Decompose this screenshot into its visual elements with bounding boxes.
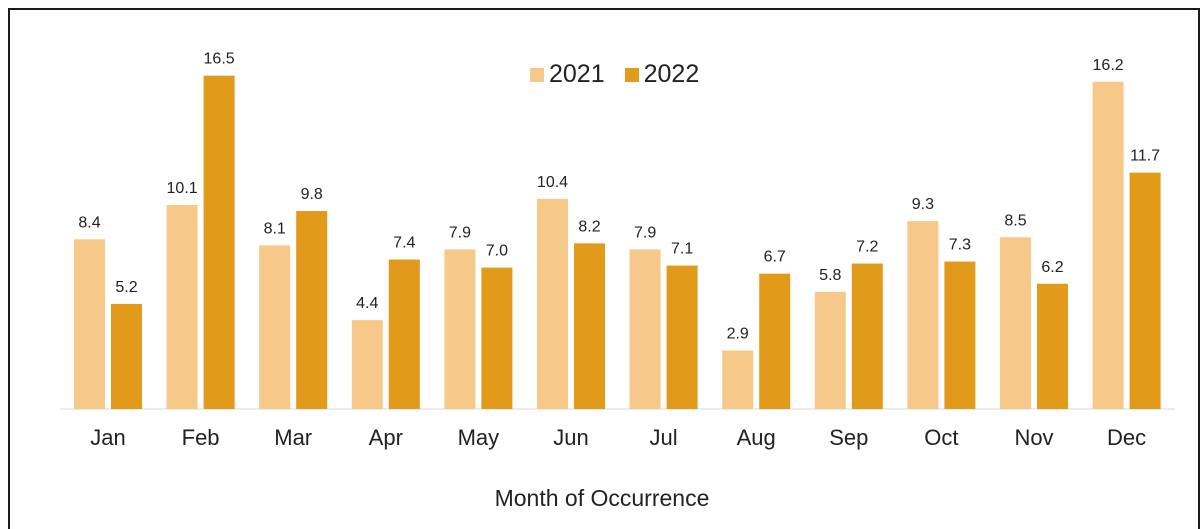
bar-2021-nov bbox=[1000, 237, 1031, 409]
legend-item-2022: 2022 bbox=[624, 60, 700, 89]
bar-2021-jul bbox=[629, 249, 661, 409]
bar-2022-dec bbox=[1129, 172, 1161, 409]
bar-2022-apr bbox=[388, 259, 420, 409]
data-label-2022-sep: 7.2 bbox=[856, 239, 878, 256]
x-tick-label-oct: Oct bbox=[924, 425, 958, 450]
data-label-2022-may: 7.0 bbox=[486, 243, 508, 260]
bar-2022-sep bbox=[851, 263, 883, 409]
data-label-2022-dec: 11.7 bbox=[1130, 148, 1160, 165]
data-label-2021-apr: 4.4 bbox=[356, 295, 378, 312]
x-tick-label-jul: Jul bbox=[650, 425, 678, 450]
bar-2022-aug bbox=[759, 273, 791, 409]
bar-2021-aug bbox=[722, 350, 754, 409]
legend-swatch-2021 bbox=[530, 67, 544, 82]
x-tick-label-nov: Nov bbox=[1014, 425, 1053, 450]
data-label-2022-jul: 7.1 bbox=[671, 241, 693, 258]
x-tick-label-jan: Jan bbox=[90, 425, 125, 450]
x-tick-label-mar: Mar bbox=[274, 425, 312, 450]
data-label-2021-dec: 16.2 bbox=[1093, 57, 1124, 74]
x-tick-label-jun: Jun bbox=[553, 425, 588, 450]
data-label-2021-oct: 9.3 bbox=[912, 196, 934, 213]
data-label-2021-nov: 8.5 bbox=[1004, 212, 1026, 229]
x-tick-label-dec: Dec bbox=[1107, 425, 1146, 450]
data-label-2021-sep: 5.8 bbox=[819, 267, 841, 284]
bar-2021-mar bbox=[259, 245, 291, 409]
legend-swatch-2022 bbox=[624, 67, 639, 82]
data-label-2022-jun: 8.2 bbox=[578, 218, 600, 235]
bar-2022-feb bbox=[203, 75, 235, 409]
bar-2021-jan bbox=[74, 239, 105, 409]
bar-2021-sep bbox=[814, 291, 846, 409]
bar-2021-oct bbox=[907, 221, 939, 409]
bar-2022-jan bbox=[111, 303, 142, 409]
data-label-2022-jan: 5.2 bbox=[115, 279, 137, 296]
data-label-2021-feb: 10.1 bbox=[167, 180, 198, 197]
bar-2021-dec bbox=[1092, 81, 1124, 409]
data-label-2021-jun: 10.4 bbox=[537, 174, 568, 191]
bar-2022-nov bbox=[1037, 283, 1068, 409]
bar-2021-jun bbox=[537, 198, 568, 409]
x-tick-label-aug: Aug bbox=[737, 425, 776, 450]
x-tick-label-sep: Sep bbox=[829, 425, 868, 450]
data-label-2021-may: 7.9 bbox=[449, 224, 471, 241]
bar-2022-oct bbox=[944, 261, 976, 409]
data-label-2022-mar: 9.8 bbox=[301, 186, 323, 203]
bar-2021-apr bbox=[351, 320, 383, 409]
x-tick-label-apr: Apr bbox=[369, 425, 403, 450]
x-tick-label-may: May bbox=[458, 425, 500, 450]
data-label-2022-apr: 7.4 bbox=[393, 235, 415, 252]
bar-2022-mar bbox=[296, 211, 328, 409]
bar-2022-jun bbox=[574, 243, 605, 409]
data-label-2021-mar: 8.1 bbox=[264, 220, 286, 237]
legend-label-2021: 2021 bbox=[549, 60, 605, 88]
legend-label-2022: 2022 bbox=[643, 60, 700, 88]
data-label-2022-nov: 6.2 bbox=[1041, 259, 1063, 276]
data-label-2021-aug: 2.9 bbox=[727, 325, 749, 342]
data-label-2022-aug: 6.7 bbox=[764, 249, 786, 266]
x-axis-label: Month of Occurrence bbox=[494, 485, 710, 511]
data-label-2022-feb: 16.5 bbox=[204, 51, 235, 68]
data-label-2021-jul: 7.9 bbox=[634, 224, 656, 241]
legend: 2021 2022 bbox=[530, 60, 719, 89]
bar-2021-may bbox=[444, 249, 476, 409]
bar-2022-jul bbox=[666, 265, 698, 409]
bar-2022-may bbox=[481, 267, 513, 409]
data-label-2022-oct: 7.3 bbox=[949, 237, 971, 254]
bar-2021-feb bbox=[166, 204, 198, 409]
data-label-2021-jan: 8.4 bbox=[78, 214, 100, 231]
x-tick-label-feb: Feb bbox=[182, 425, 220, 450]
legend-item-2021: 2021 bbox=[530, 60, 605, 89]
